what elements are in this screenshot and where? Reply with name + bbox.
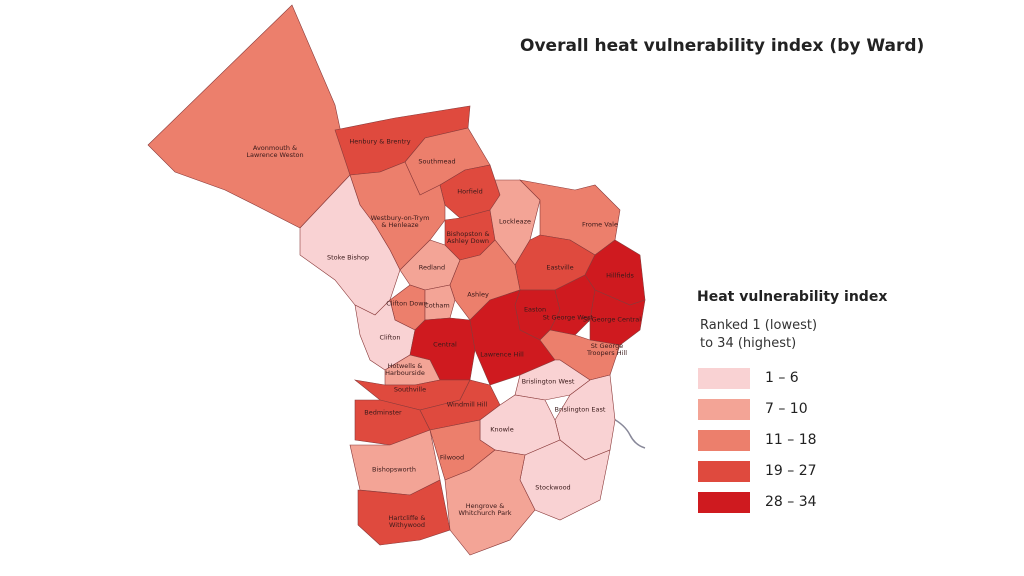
ward-label: Southmead <box>418 157 456 166</box>
ward-label: Easton <box>523 305 547 314</box>
legend-swatch <box>698 399 750 420</box>
ward-label: St George West <box>542 313 594 322</box>
ward-label: Horfield <box>457 187 483 196</box>
ward-label: Hotwells & Harbourside <box>385 362 425 377</box>
legend-label: 7 – 10 <box>765 401 808 417</box>
ward-label: Eastville <box>546 263 574 272</box>
legend-swatch <box>698 368 750 389</box>
ward-label: Hartcliffe & Withywood <box>388 514 426 529</box>
ward-label: Brislington West <box>521 377 575 386</box>
map-title: Overall heat vulnerability index (by War… <box>520 36 925 56</box>
legend-label: 28 – 34 <box>765 494 817 510</box>
legend-subtitle: Ranked 1 (lowest) <box>700 318 818 333</box>
ward-label: Clifton Down <box>386 299 428 308</box>
legend-label: 1 – 6 <box>765 370 799 386</box>
legend-subtitle: to 34 (highest) <box>700 336 797 351</box>
ward-label: Windmill Hill <box>446 400 488 409</box>
ward-label: Cotham <box>424 301 450 310</box>
ward-label: Stockwood <box>535 483 571 492</box>
ward-label: Central <box>433 340 457 349</box>
ward <box>424 284 456 321</box>
ward-label: Hillfields <box>606 271 634 280</box>
ward-label: Ashley <box>467 290 489 299</box>
legend-label: 11 – 18 <box>765 432 817 448</box>
legend-swatch <box>698 492 750 513</box>
ward-label: Henbury & Brentry <box>349 137 411 146</box>
ward-label: Brislington East <box>554 405 606 414</box>
ward-label: Avonmouth & Lawrence Weston <box>246 144 304 159</box>
ward-label: Lawrence Hill <box>480 350 524 359</box>
ward-label: Frome Vale <box>582 220 618 229</box>
ward-label: Hengrove & Whitchurch Park <box>458 502 512 517</box>
legend-swatch <box>698 461 750 482</box>
ward <box>147 4 351 229</box>
ward-label: St George Central <box>582 315 642 324</box>
ward-label: Stoke Bishop <box>326 253 370 262</box>
ward-label: Filwood <box>439 453 465 462</box>
ward-label: Westbury-on-Trym & Henleaze <box>370 214 430 229</box>
legend-label: 19 – 27 <box>765 463 817 479</box>
river <box>611 417 646 449</box>
legend-title: Heat vulnerability index <box>697 289 888 305</box>
ward-label: Bedminster <box>364 408 402 417</box>
ward <box>449 239 521 321</box>
ward <box>357 479 451 546</box>
legend-swatch <box>698 430 750 451</box>
ward <box>299 174 401 316</box>
ward-label: Bishopston & Ashley Down <box>446 230 490 245</box>
ward-label: Clifton <box>379 333 401 342</box>
ward-label: Bishopsworth <box>372 465 416 474</box>
ward <box>589 289 646 346</box>
ward-label: Southville <box>393 385 427 394</box>
ward-label: Redland <box>418 263 446 272</box>
ward-label: Knowle <box>490 425 514 434</box>
ward <box>444 449 536 556</box>
ward <box>549 274 596 336</box>
ward-label: Lockleaze <box>498 217 532 226</box>
ward-label: St George Troopers Hill <box>586 342 628 357</box>
